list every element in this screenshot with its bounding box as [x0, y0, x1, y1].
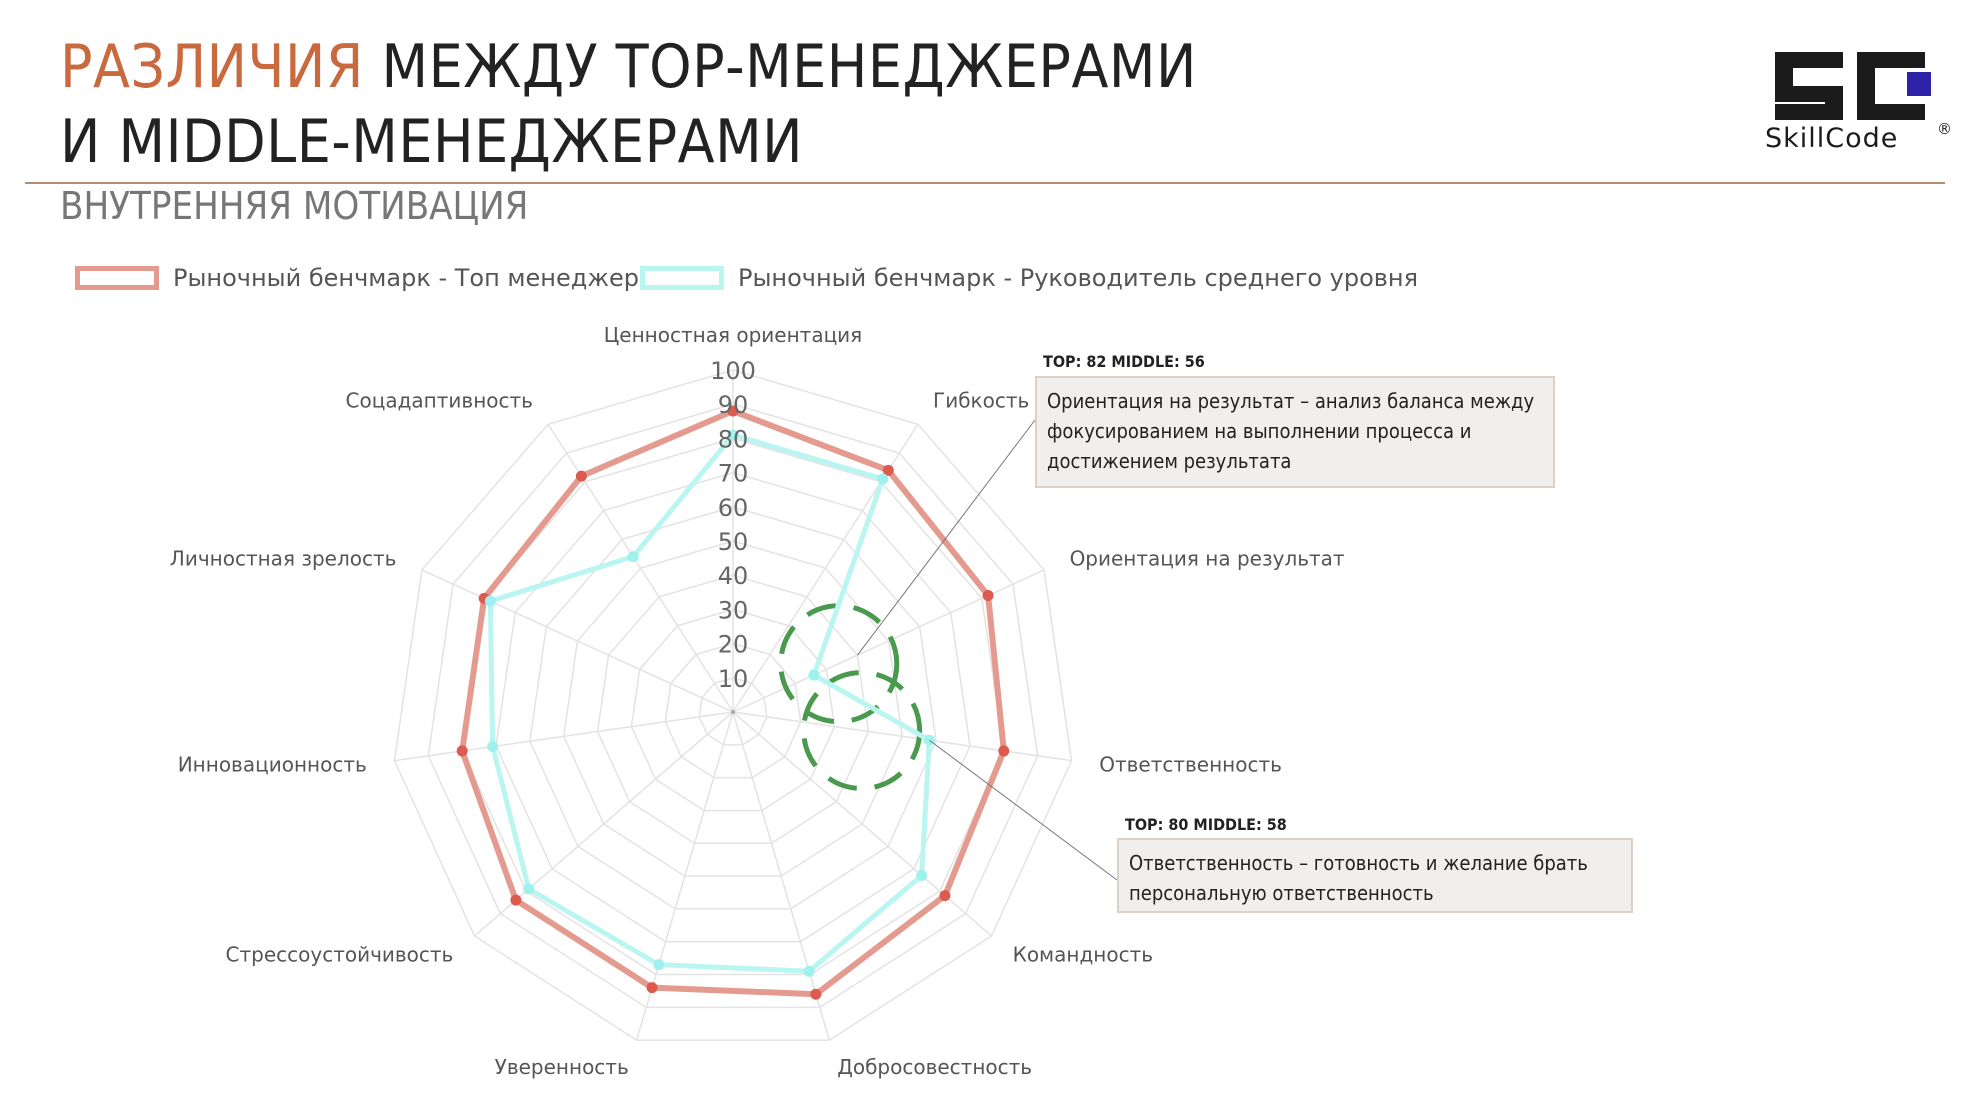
axis-label: Инновационность [178, 753, 367, 777]
radar-center [731, 710, 735, 714]
grid-ring-100 [393, 369, 1073, 1041]
data-point-top [646, 982, 658, 994]
title-line-2: И MIDDLE-МЕНЕДЖЕРАМИ [60, 107, 804, 177]
axis-label: Командность [1013, 942, 1153, 966]
legend-item-middle: Рыночный бенчмарк - Руководитель среднег… [640, 264, 1418, 292]
data-point-middle [803, 965, 815, 977]
skillcode-logo [1775, 52, 1931, 120]
axis-label: Ценностная ориентация [604, 323, 862, 347]
axis-label: Личностная зрелость [170, 546, 397, 570]
tick-label: 50 [718, 528, 749, 556]
annotation-1-box: Ориентация на результат – анализ баланса… [1035, 376, 1555, 488]
annotation-1-title: TOP: 82 MIDDLE: 56 [1043, 352, 1205, 371]
logo-square-icon [1907, 72, 1931, 96]
data-point-middle [727, 429, 739, 441]
axis-label: Соцадаптивность [346, 389, 533, 413]
legend-swatch-top [75, 266, 159, 290]
data-point-top [810, 988, 822, 1000]
grid-spoke [732, 711, 1072, 762]
tick-label: 10 [718, 665, 749, 693]
page-title: РАЗЛИЧИЯ МЕЖДУ ТОР-МЕНЕДЖЕРАМИ И MIDDLE-… [60, 30, 1197, 180]
annotation-2-leader [929, 739, 1118, 881]
data-point-middle [484, 595, 496, 607]
data-point-top [727, 405, 739, 417]
data-point-top [939, 890, 951, 902]
grid-ring-20 [664, 642, 802, 779]
annotation-2-title: TOP: 80 MIDDLE: 58 [1125, 815, 1287, 834]
axis-label: Ответственность [1099, 753, 1282, 777]
axis-label: Ориентация на результат [1070, 546, 1345, 570]
data-point-top [998, 745, 1010, 757]
logo-letter-s [1775, 52, 1843, 120]
data-point-middle [877, 473, 889, 485]
data-point-top [456, 745, 468, 757]
axis-label: Стрессоустойчивость [226, 942, 454, 966]
logo-text: SkillCode [1765, 123, 1899, 154]
data-point-middle [487, 741, 499, 753]
legend-label-top: Рыночный бенчмарк - Топ менеджер [173, 264, 639, 292]
axis-label: Добросовестность [837, 1055, 1032, 1079]
series-line-middle [487, 432, 932, 974]
annotation-2-box: Ответственность – готовность и желание б… [1117, 838, 1633, 913]
legend-swatch-middle [640, 266, 724, 290]
grid-ring-90 [427, 403, 1039, 1009]
grid-ring-10 [698, 677, 768, 746]
axis-label: Уверенность [495, 1055, 629, 1079]
grid-spoke [732, 711, 831, 1041]
tick-label: 30 [718, 596, 749, 624]
logo-letter-c [1857, 52, 1925, 120]
header-divider [25, 182, 1945, 184]
data-point-middle [916, 869, 928, 881]
grid-ring-70 [495, 471, 971, 943]
data-point-middle [808, 669, 820, 681]
title-line-1: РАЗЛИЧИЯ МЕЖДУ ТОР-МЕНЕДЖЕРАМИ [60, 30, 1197, 105]
grid-spoke [421, 569, 734, 713]
data-point-top [882, 464, 894, 476]
legend-item-top: Рыночный бенчмарк - Топ менеджер [75, 264, 639, 292]
series-line-top [459, 408, 1007, 998]
tick-label: 90 [718, 391, 749, 419]
highlight-circle-2 [801, 669, 923, 791]
tick-label: 20 [718, 631, 749, 659]
highlight-circle-1 [778, 603, 900, 725]
data-point-top [510, 894, 522, 906]
tick-label: 60 [718, 494, 749, 522]
grid-ring-60 [529, 506, 937, 910]
grid-ring-50 [562, 540, 904, 877]
legend-label-middle: Рыночный бенчмарк - Руководитель среднег… [738, 264, 1419, 292]
data-point-middle [627, 551, 639, 563]
tick-label: 80 [718, 425, 749, 453]
page-subtitle: ВНУТРЕННЯЯ МОТИВАЦИЯ [60, 184, 529, 228]
tick-label: 100 [710, 357, 756, 385]
data-point-top [982, 590, 994, 602]
grid-spoke [394, 711, 734, 762]
title-accent: РАЗЛИЧИЯ [60, 32, 364, 102]
tick-label: 70 [718, 460, 749, 488]
tick-label: 40 [718, 562, 749, 590]
data-point-middle [653, 959, 665, 971]
annotation-1-leader [857, 419, 1036, 656]
title-rest: МЕЖДУ ТОР-МЕНЕДЖЕРАМИ [363, 32, 1197, 102]
logo-registered-mark: ® [1937, 120, 1952, 138]
axis-label: Гибкость [933, 389, 1029, 413]
grid-ring-40 [596, 574, 870, 845]
data-point-middle [523, 883, 535, 895]
data-point-top [575, 470, 587, 482]
